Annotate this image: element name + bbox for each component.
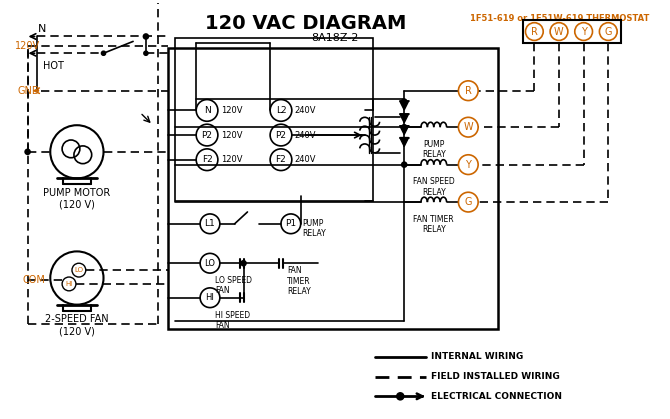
Text: L2: L2 <box>275 106 286 115</box>
Text: 120V: 120V <box>15 41 40 51</box>
Text: 120 VAC DIAGRAM: 120 VAC DIAGRAM <box>205 14 406 33</box>
Polygon shape <box>400 101 409 110</box>
Text: 240V: 240V <box>295 131 316 140</box>
Text: ELECTRICAL CONNECTION: ELECTRICAL CONNECTION <box>431 392 562 401</box>
Text: LO SPEED
FAN: LO SPEED FAN <box>215 276 252 295</box>
Text: HI SPEED
FAN: HI SPEED FAN <box>215 310 250 330</box>
Bar <box>176 39 373 201</box>
Circle shape <box>102 51 105 55</box>
Text: R: R <box>465 86 472 96</box>
Text: 2-SPEED FAN
(120 V): 2-SPEED FAN (120 V) <box>45 315 109 336</box>
Circle shape <box>397 393 404 400</box>
Text: FAN TIMER
RELAY: FAN TIMER RELAY <box>413 215 454 234</box>
Circle shape <box>402 162 407 167</box>
Circle shape <box>402 99 407 104</box>
Circle shape <box>402 125 407 129</box>
Text: 1F51-619 or 1F51W-619 THERMOSTAT: 1F51-619 or 1F51W-619 THERMOSTAT <box>470 14 650 23</box>
Text: PUMP
RELAY: PUMP RELAY <box>422 140 446 159</box>
Text: LO: LO <box>204 259 216 268</box>
Text: N: N <box>204 106 210 115</box>
Text: 240V: 240V <box>295 155 316 164</box>
Text: PUMP MOTOR
(120 V): PUMP MOTOR (120 V) <box>44 188 111 210</box>
Text: G: G <box>604 26 612 36</box>
Polygon shape <box>400 126 409 134</box>
Text: G: G <box>464 197 472 207</box>
Text: PUMP
RELAY: PUMP RELAY <box>303 219 326 238</box>
Circle shape <box>143 34 148 39</box>
Text: FIELD INSTALLED WIRING: FIELD INSTALLED WIRING <box>431 372 559 381</box>
Text: R: R <box>531 26 538 36</box>
Circle shape <box>241 261 246 266</box>
Bar <box>523 20 621 44</box>
Text: P2: P2 <box>275 131 287 140</box>
Polygon shape <box>400 114 409 123</box>
Text: LO: LO <box>74 267 83 273</box>
Text: L1: L1 <box>204 219 215 228</box>
Text: 120V: 120V <box>221 131 243 140</box>
Text: N: N <box>38 23 46 34</box>
Polygon shape <box>400 137 409 146</box>
Text: HOT: HOT <box>44 61 64 71</box>
Text: HI: HI <box>66 281 72 287</box>
Text: P1: P1 <box>285 219 296 228</box>
Text: 120V: 120V <box>221 155 243 164</box>
Circle shape <box>144 51 148 55</box>
Text: HI: HI <box>206 293 214 302</box>
Text: F2: F2 <box>202 155 212 164</box>
Text: P2: P2 <box>202 131 212 140</box>
Text: INTERNAL WIRING: INTERNAL WIRING <box>431 352 523 361</box>
Circle shape <box>25 149 30 154</box>
Text: FAN SPEED
RELAY: FAN SPEED RELAY <box>413 178 455 197</box>
Text: F2: F2 <box>275 155 286 164</box>
Bar <box>168 48 498 329</box>
Text: W: W <box>464 122 473 132</box>
Text: Y: Y <box>581 26 586 36</box>
Text: 8A18Z-2: 8A18Z-2 <box>312 34 359 44</box>
Text: GND: GND <box>17 86 40 96</box>
Text: FAN
TIMER
RELAY: FAN TIMER RELAY <box>287 266 311 296</box>
Text: COM: COM <box>23 275 46 285</box>
Text: 120V: 120V <box>221 106 243 115</box>
Text: 240V: 240V <box>295 106 316 115</box>
Text: W: W <box>554 26 563 36</box>
Text: Y: Y <box>466 160 471 170</box>
